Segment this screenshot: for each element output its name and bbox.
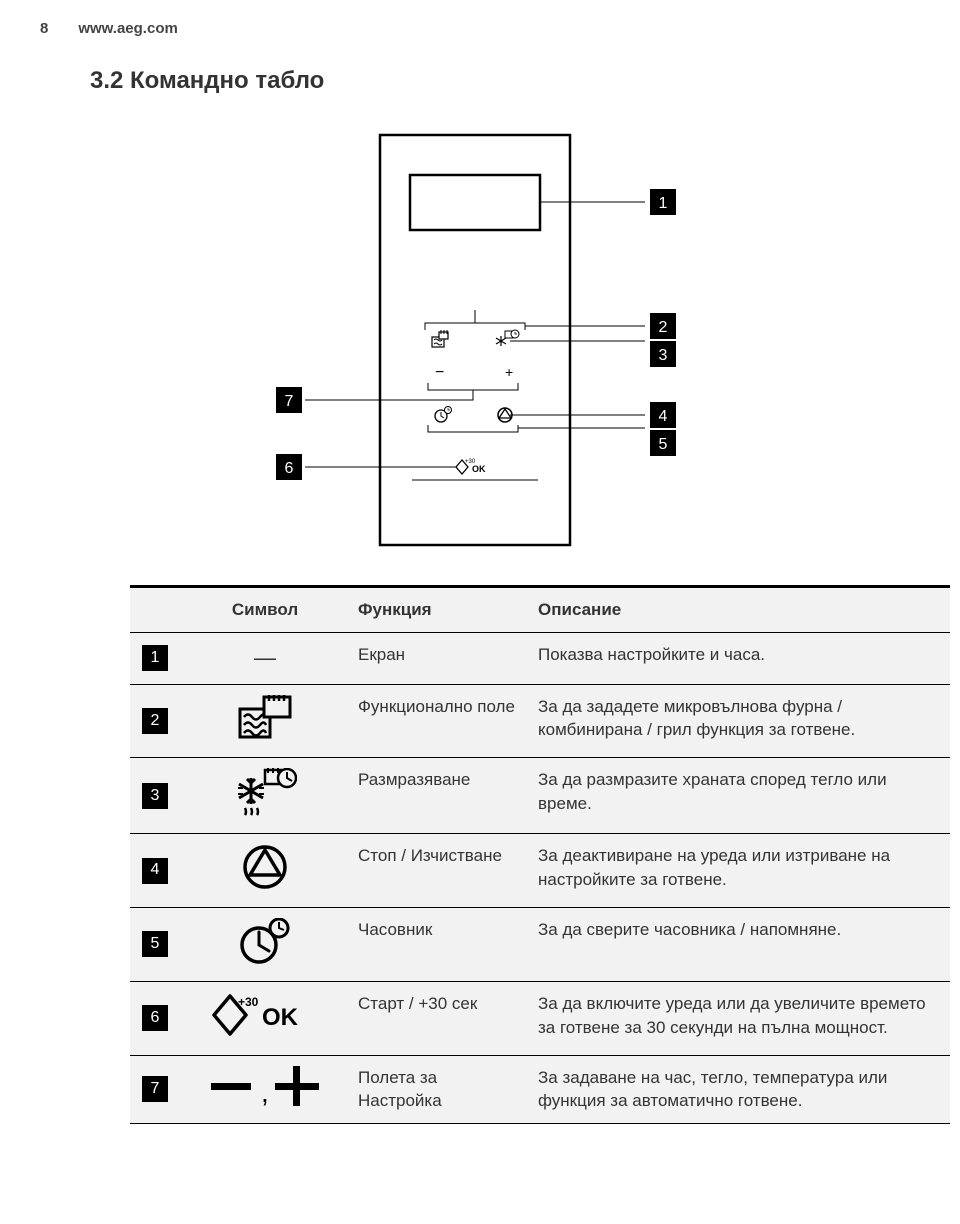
start-ok-icon: +30 OK — [180, 981, 350, 1055]
table-row: 2 Функционално поле За да зададете микро… — [130, 684, 950, 758]
row-function: Стоп / Изчистване — [350, 834, 530, 908]
control-panel-diagram: − + +30 OK 1 — [40, 125, 920, 555]
callout-1: 1 — [650, 189, 676, 215]
row-function: Старт / +30 сек — [350, 981, 530, 1055]
row-badge: 7 — [142, 1076, 168, 1102]
clock-icon — [180, 907, 350, 981]
row-function: Часовник — [350, 907, 530, 981]
svg-text:3: 3 — [659, 347, 668, 364]
callout-5: 5 — [650, 430, 676, 456]
svg-text:1: 1 — [659, 195, 668, 212]
svg-text:7: 7 — [285, 393, 294, 410]
row-badge: 3 — [142, 783, 168, 809]
table-row: 6 +30 OK Старт / +30 сек За да включите … — [130, 981, 950, 1055]
table-row: 1 — Екран Показва настройките и часа. — [130, 632, 950, 684]
page-number: 8 — [40, 20, 48, 37]
callout-6: 6 — [276, 454, 302, 480]
row-description: За задаване на час, тегло, температура и… — [530, 1055, 950, 1124]
row-description: За деактивиране на уреда или изтриване н… — [530, 834, 950, 908]
symbol-dash: — — [180, 632, 350, 684]
svg-text:+30: +30 — [238, 995, 259, 1009]
row-badge: 6 — [142, 1005, 168, 1031]
svg-text:−: − — [435, 364, 444, 381]
defrost-icon — [180, 758, 350, 834]
row-function: Размразяване — [350, 758, 530, 834]
col-description: Описание — [530, 587, 950, 633]
svg-text:+: + — [505, 364, 513, 380]
svg-text:4: 4 — [659, 408, 668, 425]
function-table: Символ Функция Описание 1 — Екран Показв… — [130, 585, 950, 1124]
row-badge: 1 — [142, 645, 168, 671]
row-description: За да сверите часовника / напомняне. — [530, 907, 950, 981]
row-function: Екран — [350, 632, 530, 684]
diagram-svg: − + +30 OK 1 — [210, 125, 750, 555]
row-description: Показва настройките и часа. — [530, 632, 950, 684]
table-row: 4 Стоп / Изчистване За деактивиране на у… — [130, 834, 950, 908]
callout-4: 4 — [650, 402, 676, 428]
col-symbol: Символ — [180, 587, 350, 633]
svg-text:,: , — [261, 1077, 269, 1106]
row-description: За да зададете микровълнова фурна / комб… — [530, 684, 950, 758]
row-description: За да размразите храната според тегло ил… — [530, 758, 950, 834]
svg-text:6: 6 — [285, 460, 294, 477]
row-badge: 4 — [142, 858, 168, 884]
callout-3: 3 — [650, 341, 676, 367]
row-function: Полета за Настройка — [350, 1055, 530, 1124]
plus-minus-icon: , — [180, 1055, 350, 1124]
site-url: www.aeg.com — [78, 20, 177, 37]
row-badge: 2 — [142, 708, 168, 734]
table-row: 5 Часовник За да сверите часовника / нап… — [130, 907, 950, 981]
stop-icon — [180, 834, 350, 908]
row-badge: 5 — [142, 931, 168, 957]
svg-text:OK: OK — [262, 1004, 299, 1031]
callout-2: 2 — [650, 313, 676, 339]
page-header: 8 www.aeg.com — [40, 20, 920, 37]
svg-text:5: 5 — [659, 436, 668, 453]
micro-combi-icon — [180, 684, 350, 758]
table-row: 7 , Полета за Настройка За задаване на ч… — [130, 1055, 950, 1124]
row-function: Функционално поле — [350, 684, 530, 758]
table-header-row: Символ Функция Описание — [130, 587, 950, 633]
table-row: 3 — [130, 758, 950, 834]
svg-text:2: 2 — [659, 319, 668, 336]
section-title: 3.2 Командно табло — [90, 67, 920, 95]
callout-7: 7 — [276, 387, 302, 413]
col-function: Функция — [350, 587, 530, 633]
row-description: За да включите уреда или да увеличите вр… — [530, 981, 950, 1055]
svg-text:OK: OK — [472, 464, 486, 474]
